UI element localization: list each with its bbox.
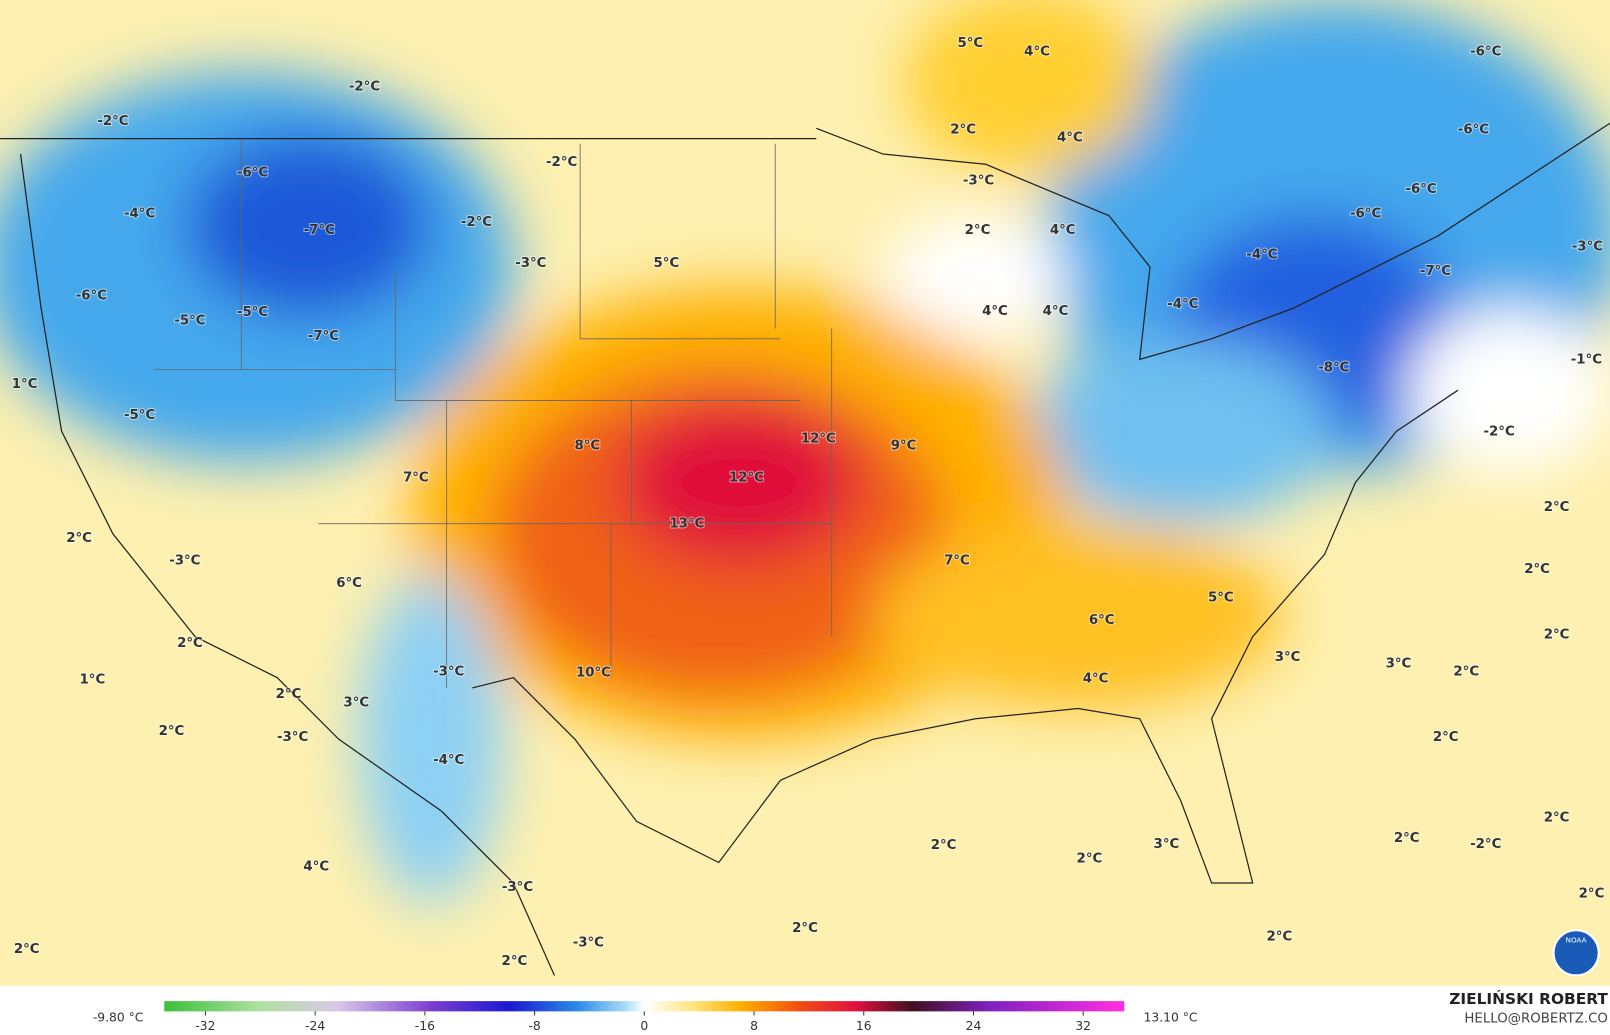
temp-label: 2°C bbox=[1544, 810, 1570, 825]
temp-label: 7°C bbox=[403, 470, 429, 485]
temp-label: 2°C bbox=[177, 636, 203, 651]
temp-label: -6°C bbox=[1470, 44, 1501, 59]
temp-label: 5°C bbox=[957, 36, 983, 51]
temp-label: 4°C bbox=[982, 304, 1008, 319]
logo bbox=[1552, 929, 1600, 977]
colorbar-tick-label: 8 bbox=[750, 1019, 758, 1033]
temp-label: -2°C bbox=[546, 155, 577, 170]
temp-label: 5°C bbox=[654, 256, 680, 271]
temp-label: -7°C bbox=[304, 223, 335, 238]
temp-label: -3°C bbox=[1572, 239, 1603, 254]
colorbar-min: -9.80 °C bbox=[93, 1011, 144, 1025]
temp-label: 10°C bbox=[576, 666, 611, 681]
temp-label: 2°C bbox=[276, 687, 302, 702]
temp-label: 7°C bbox=[944, 554, 970, 569]
temp-label: 4°C bbox=[1024, 44, 1050, 59]
temp-label: 3°C bbox=[1275, 650, 1301, 665]
temp-label: -6°C bbox=[1405, 182, 1436, 197]
temp-label: 3°C bbox=[1386, 656, 1412, 671]
temp-label: -3°C bbox=[963, 174, 994, 189]
map bbox=[0, 0, 1610, 986]
temp-label: 2°C bbox=[159, 724, 185, 739]
colorbar-max: 13.10 °C bbox=[1144, 1011, 1198, 1025]
temp-label: -4°C bbox=[124, 207, 155, 222]
temp-label: 2°C bbox=[1394, 831, 1420, 846]
temp-label: -2°C bbox=[1470, 837, 1501, 852]
temp-label: -7°C bbox=[1420, 264, 1451, 279]
temp-label: -1°C bbox=[1571, 352, 1602, 367]
temp-label: 2°C bbox=[950, 122, 976, 137]
temp-label: -3°C bbox=[169, 554, 200, 569]
temp-label: 13°C bbox=[669, 517, 704, 532]
temp-label: 2°C bbox=[14, 942, 40, 957]
temp-label: -2°C bbox=[1483, 424, 1514, 439]
temp-label: -6°C bbox=[1458, 122, 1489, 137]
colorbar-tick-label: 24 bbox=[966, 1019, 982, 1033]
temp-label: 2°C bbox=[1544, 628, 1570, 643]
temp-label: -5°C bbox=[124, 408, 155, 423]
temp-label: -4°C bbox=[1167, 297, 1198, 312]
colorbar bbox=[164, 1001, 1125, 1012]
temp-label: 2°C bbox=[66, 531, 92, 546]
temp-label: 12°C bbox=[801, 431, 836, 446]
temp-label: 2°C bbox=[1077, 851, 1103, 866]
temp-label: -3°C bbox=[573, 936, 604, 951]
temp-label: -3°C bbox=[515, 256, 546, 271]
temp-label: -2°C bbox=[461, 215, 492, 230]
temp-label: -3°C bbox=[277, 730, 308, 745]
colorbar-tick-label: 16 bbox=[856, 1019, 872, 1033]
temp-label: 6°C bbox=[1089, 613, 1115, 628]
temp-label: 8°C bbox=[574, 439, 600, 454]
temp-label: 1°C bbox=[80, 673, 106, 688]
temp-label: 1°C bbox=[12, 377, 38, 392]
temp-label: 5°C bbox=[1208, 591, 1234, 606]
temp-label: 2°C bbox=[1433, 730, 1459, 745]
state-lines bbox=[154, 138, 833, 688]
colorbar-tick-label: 32 bbox=[1075, 1019, 1091, 1033]
temp-label: -2°C bbox=[97, 114, 128, 129]
temp-label: 4°C bbox=[1050, 223, 1076, 238]
temp-label: 3°C bbox=[1154, 837, 1180, 852]
temp-label: -4°C bbox=[1246, 248, 1277, 263]
temp-label: 2°C bbox=[965, 223, 991, 238]
borders bbox=[0, 122, 1610, 976]
temp-label: -6°C bbox=[76, 289, 107, 304]
temp-label: 6°C bbox=[336, 576, 362, 591]
temp-label: 4°C bbox=[1083, 672, 1109, 687]
temp-label: -7°C bbox=[308, 329, 339, 344]
colorbar-tick-label: -8 bbox=[528, 1019, 540, 1033]
colorbar-tick-label: -32 bbox=[195, 1019, 215, 1033]
credit-name: ZIELIŃSKI ROBERT bbox=[1449, 989, 1608, 1008]
temp-label: 12°C bbox=[729, 470, 764, 485]
credit-email: HELLO@ROBERTZ.CO bbox=[1464, 1012, 1608, 1027]
temp-label: 9°C bbox=[891, 439, 917, 454]
temp-label: -8°C bbox=[1318, 361, 1349, 376]
temp-label: -5°C bbox=[237, 305, 268, 320]
colorbar-tick-label: -16 bbox=[415, 1019, 435, 1033]
temp-label: 3°C bbox=[343, 695, 369, 710]
temp-label: 2°C bbox=[1453, 665, 1479, 680]
colorbar-tick-label: 0 bbox=[640, 1019, 648, 1033]
temp-label: 2°C bbox=[502, 954, 528, 969]
temp-label: -4°C bbox=[433, 753, 464, 768]
temp-label: -6°C bbox=[237, 166, 268, 181]
temp-label: 4°C bbox=[303, 860, 329, 875]
temp-label: 2°C bbox=[1524, 562, 1550, 577]
temp-label: -6°C bbox=[1350, 207, 1381, 222]
temp-label: 2°C bbox=[931, 838, 957, 853]
temp-label: 2°C bbox=[792, 921, 818, 936]
temp-label: 4°C bbox=[1057, 131, 1083, 146]
logo-text: NOAA bbox=[1566, 936, 1587, 945]
temp-label: -3°C bbox=[433, 665, 464, 680]
temp-label: -3°C bbox=[502, 880, 533, 895]
temp-label: -5°C bbox=[174, 313, 205, 328]
temp-label: 2°C bbox=[1267, 929, 1293, 944]
temp-label: 2°C bbox=[1544, 500, 1570, 515]
temp-label: -2°C bbox=[349, 79, 380, 94]
colorbar-tick-label: -24 bbox=[305, 1019, 325, 1033]
temp-label: 2°C bbox=[1579, 886, 1605, 901]
temp-label: 4°C bbox=[1043, 304, 1069, 319]
